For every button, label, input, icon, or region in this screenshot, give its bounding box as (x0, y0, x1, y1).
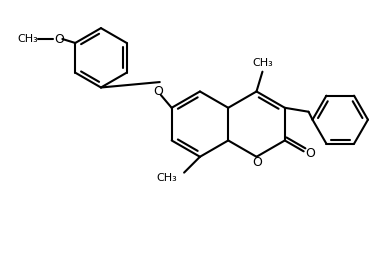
Text: CH₃: CH₃ (156, 172, 177, 183)
Text: O: O (306, 147, 315, 160)
Text: O: O (253, 156, 262, 169)
Text: CH₃: CH₃ (17, 34, 38, 44)
Text: O: O (54, 32, 64, 45)
Text: O: O (153, 85, 163, 98)
Text: CH₃: CH₃ (252, 58, 273, 68)
